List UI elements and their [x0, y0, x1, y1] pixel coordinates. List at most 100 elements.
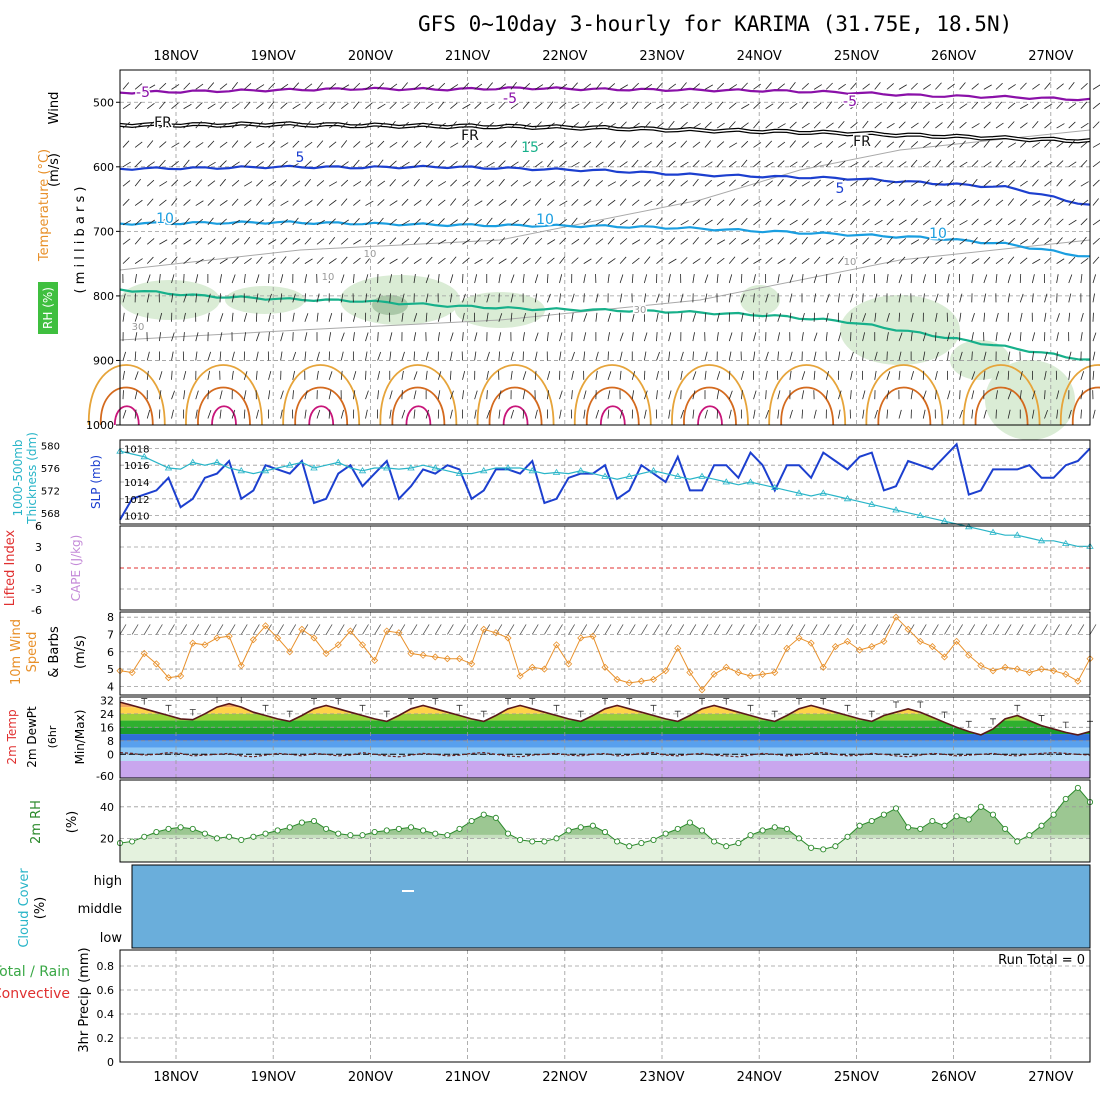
wind-barb — [765, 180, 773, 187]
date-label-bottom: 22NOV — [542, 1070, 587, 1085]
wind-barb-10m — [774, 624, 782, 635]
wind-barb — [316, 312, 319, 322]
wind-barb — [801, 390, 805, 400]
wind-barb — [449, 370, 452, 380]
wind-barb — [971, 178, 978, 187]
thickness-marker — [455, 469, 464, 476]
wind-barb — [438, 257, 446, 264]
wind-barb — [959, 161, 968, 168]
wind-barb — [377, 332, 379, 342]
wind-barb — [365, 390, 369, 400]
wind-barb — [256, 179, 264, 187]
wind-barb — [886, 274, 889, 284]
wind-barb — [401, 161, 410, 168]
wind-barb — [1007, 274, 1011, 284]
isotherm-warm-30 — [113, 405, 140, 426]
pressure-tick-label: 800 — [93, 290, 114, 303]
wind-speed-marker — [177, 672, 185, 680]
wind-barb — [898, 332, 903, 342]
wind-barb — [971, 237, 978, 245]
wind-barb — [437, 82, 446, 90]
wind-barb — [789, 103, 798, 110]
wind-barb — [377, 257, 385, 264]
wind-barb — [522, 332, 525, 342]
wind-barb — [644, 160, 652, 168]
wind-barb-10m — [374, 624, 381, 635]
rh-marker — [517, 836, 524, 843]
rh-marker — [735, 840, 742, 847]
wind-barb — [595, 219, 604, 226]
wind-barb — [753, 179, 760, 187]
wind-barb — [728, 370, 731, 380]
wind-barb — [134, 258, 143, 264]
wind-barb — [280, 293, 283, 303]
rh-marker — [565, 827, 572, 834]
rh-marker — [820, 846, 827, 853]
wind-barb — [1068, 351, 1072, 361]
wind-barb — [668, 160, 676, 168]
wind-barb — [777, 218, 785, 226]
wind-barb — [449, 274, 454, 284]
wind-barb — [304, 351, 307, 361]
wind-barb — [413, 160, 421, 168]
rh-marker — [420, 827, 427, 834]
wind-barb — [195, 200, 204, 206]
wind-barb — [292, 217, 299, 226]
wind-barb — [1032, 102, 1040, 110]
wind-speed-marker — [334, 641, 342, 649]
minmax-marker — [602, 698, 608, 705]
minmax-marker — [141, 698, 148, 705]
wind-barb — [692, 371, 697, 380]
rh-marker — [298, 819, 305, 826]
wind-barb — [656, 238, 665, 245]
wind-barb — [328, 313, 333, 322]
wind-barb — [195, 274, 199, 284]
wind-barb — [122, 257, 130, 264]
wind-barb — [219, 332, 223, 342]
wind-barb — [534, 370, 537, 380]
wind-barb — [595, 238, 604, 245]
thickness-marker — [722, 478, 730, 485]
wind-barb — [474, 237, 482, 245]
wind-barb — [146, 293, 150, 303]
isotherm-warm-30 — [211, 405, 237, 426]
wind-barb — [122, 370, 125, 380]
wind-barb — [340, 370, 343, 380]
wind-barb — [583, 237, 591, 245]
wind-barb — [801, 83, 809, 90]
wind-speed-marker — [856, 646, 864, 654]
wind-barb — [971, 313, 975, 322]
wind-barb — [146, 274, 151, 284]
wind-barb — [450, 160, 458, 168]
wind-barb — [292, 122, 300, 129]
wind-barb — [728, 409, 732, 419]
wind-barb — [328, 237, 336, 245]
wind-barb — [631, 218, 639, 226]
wind-barb — [353, 180, 362, 187]
wind-barb — [874, 238, 883, 245]
wind-barb — [377, 390, 379, 400]
wind-barb — [159, 82, 167, 90]
wind-barb — [328, 274, 331, 284]
isotherm-warm-30 — [308, 405, 335, 426]
wind-barb — [619, 238, 628, 245]
thickness-marker — [213, 458, 221, 465]
wind-barb — [462, 122, 470, 129]
wind-barb — [947, 102, 955, 110]
wind-barb — [340, 409, 344, 419]
wind-speed-line — [119, 616, 1091, 691]
wind-barb — [910, 371, 914, 380]
minmax-marker — [432, 698, 439, 705]
rh-marker — [323, 825, 330, 832]
wind-barb — [171, 237, 179, 245]
wind-barb — [971, 274, 974, 284]
wind-barb — [862, 102, 870, 110]
wind-barb-10m — [725, 624, 733, 635]
wind-barb — [437, 101, 445, 109]
wind-barb — [704, 256, 712, 264]
wind-barb — [704, 161, 713, 168]
wind-speed-marker — [807, 639, 815, 647]
wind-barb — [304, 332, 308, 342]
isotherm-warm-20 — [962, 364, 1041, 426]
wind-barb — [389, 160, 397, 168]
